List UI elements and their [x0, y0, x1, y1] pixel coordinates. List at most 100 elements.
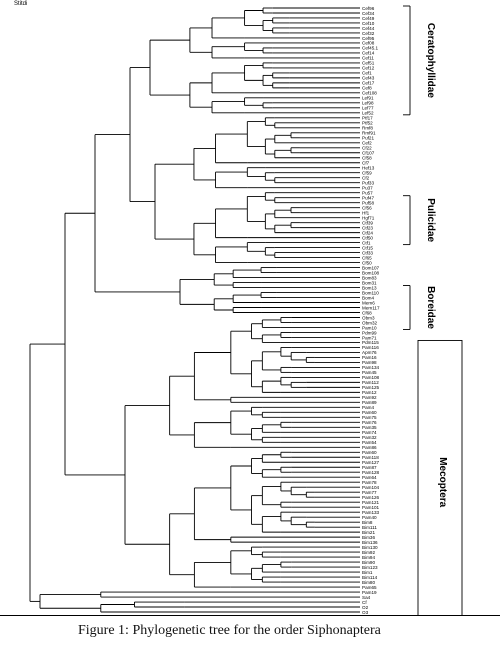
leaf-label: Hgf71 — [362, 215, 375, 220]
leaf-label: Lef77 — [362, 106, 374, 111]
group-label: Ceratophyllidae — [425, 23, 436, 98]
leaf-label: Puf21 — [362, 136, 374, 141]
leaf-label: Ctf50 — [362, 235, 373, 240]
leaf-label: Pdm115 — [362, 340, 379, 345]
leaf-label: Pam12 — [362, 390, 377, 395]
leaf-label: Cef44 — [362, 26, 375, 31]
leaf-label: Ctf1 — [362, 240, 371, 245]
leaf-label: Cef11 — [362, 56, 374, 61]
leaf-label: Cef10 — [362, 21, 375, 26]
leaf-label: Cef45.1 — [362, 46, 379, 51]
leaf-label: Pu37 — [362, 186, 373, 191]
leaf-label: Pam78 — [362, 480, 377, 485]
leaf-label: Cf7 — [362, 161, 370, 166]
leaf-label: Cef8 — [362, 86, 372, 91]
leaf-label: Pam126 — [362, 495, 380, 500]
caption-frame — [0, 615, 500, 646]
leaf-label: Pam76 — [362, 420, 377, 425]
leaf-label: Ctf24 — [362, 230, 373, 235]
leaf-label: Ptf17 — [362, 116, 373, 121]
leaf-label: Bom108 — [362, 270, 380, 275]
leaf-label: Cf2 — [362, 176, 370, 181]
leaf-label: Bim80 — [362, 580, 375, 585]
leaf-label: Bim36 — [362, 535, 375, 540]
leaf-label: Lef91 — [362, 96, 374, 101]
leaf-label: Puf47 — [362, 195, 374, 200]
leaf-label: Bim94 — [362, 555, 375, 560]
leaf-label: Pam60 — [362, 410, 377, 415]
leaf-label: Pam87 — [362, 465, 377, 470]
leaf-label: Bim130 — [362, 545, 378, 550]
leaf-label: Rmf91 — [362, 131, 376, 136]
leaf-label: Cf22 — [362, 146, 372, 151]
leaf-label: O2 — [362, 605, 369, 610]
leaf-label: Pam64 — [362, 475, 377, 480]
leaf-label: Cef51 — [362, 61, 375, 66]
leaf-label: Cef08 — [362, 41, 375, 46]
leaf-label: Pam86 — [362, 445, 377, 450]
leaf-label: Cef108 — [362, 91, 377, 96]
leaf-label: Pam65 — [362, 585, 377, 590]
leaf-label: O3 — [362, 610, 369, 615]
leaf-label: Bim1 — [362, 570, 373, 575]
leaf-label: Lef52 — [362, 111, 374, 116]
group-frame — [417, 339, 463, 615]
leaf-label: Pdm99 — [362, 330, 377, 335]
leaf-label: Cef34 — [362, 11, 375, 16]
leaf-label: Pam89 — [362, 400, 377, 405]
leaf-label: Mem6 — [362, 300, 375, 305]
leaf-label: Rmf8 — [362, 126, 373, 131]
leaf-label: Pam108 — [362, 375, 380, 380]
leaf-label: Pam74 — [362, 430, 377, 435]
leaf-label: Ctf39 — [362, 220, 373, 225]
leaf-label: Cf65 — [362, 255, 372, 260]
leaf-label: Pam118 — [362, 455, 379, 460]
leaf-label: Pam121 — [362, 500, 380, 505]
leaf-label: Pam101 — [362, 505, 380, 510]
leaf-label: Obm32 — [362, 320, 378, 325]
leaf-label: Pam60 — [362, 450, 377, 455]
leaf-label: Pam92 — [362, 395, 377, 400]
leaf-label: Cf58 — [362, 156, 372, 161]
leaf-label: Pam19 — [362, 590, 377, 595]
leaf-label: Pam75 — [362, 415, 377, 420]
leaf-label: Bim90 — [362, 560, 375, 565]
group-label: Pulicidae — [425, 198, 436, 242]
leaf-label: Cef43 — [362, 76, 375, 81]
leaf-label: Bim8 — [362, 520, 373, 525]
leaf-label: Pam104 — [362, 485, 380, 490]
leaf-label: Ctf33 — [362, 250, 373, 255]
leaf-label: Bom13 — [362, 285, 377, 290]
leaf-label: Puf33 — [362, 181, 374, 186]
leaf-label: Cef17 — [362, 81, 375, 86]
leaf-label: Pam125 — [362, 385, 380, 390]
leaf-label: Pam54 — [362, 440, 377, 445]
leaf-label: Pam128 — [362, 470, 380, 475]
leaf-label: Lef98 — [362, 101, 374, 106]
leaf-label: Cef49 — [362, 16, 375, 21]
leaf-label: Pu57 — [362, 190, 373, 195]
leaf-label: Bom110 — [362, 290, 379, 295]
leaf-label: Ptf52 — [362, 121, 373, 126]
leaf-label: Hef13 — [362, 166, 375, 171]
leaf-label: Hf1 — [362, 210, 370, 215]
leaf-label: Bim21 — [362, 530, 375, 535]
leaf-label: Pam98 — [362, 360, 377, 365]
leaf-label: Pam112 — [362, 380, 379, 385]
leaf-label: Pam35 — [362, 425, 377, 430]
leaf-label: Bom4 — [362, 295, 374, 300]
leaf-label: Bim92 — [362, 550, 375, 555]
leaf-label: Apm76 — [362, 350, 377, 355]
phylogenetic-tree: Cef96Cef34Cef49Cef10Cef44Cef32Cef95Cef08… — [29, 5, 463, 615]
leaf-label: Bom31 — [362, 280, 377, 285]
leaf-label: Pam4 — [362, 405, 374, 410]
leaf-label: Bim123 — [362, 565, 378, 570]
leaf-label: Pam127 — [362, 460, 380, 465]
leaf-label: Pam71 — [362, 335, 377, 340]
leaf-label: Bim114 — [362, 575, 378, 580]
leaf-label: Cef14 — [362, 51, 375, 56]
leaf-label: Pam133 — [362, 510, 380, 515]
leaf-label: Pam134 — [362, 365, 380, 370]
leaf-label: Cf68 — [362, 310, 372, 315]
leaf-label: Cef95 — [362, 36, 375, 41]
